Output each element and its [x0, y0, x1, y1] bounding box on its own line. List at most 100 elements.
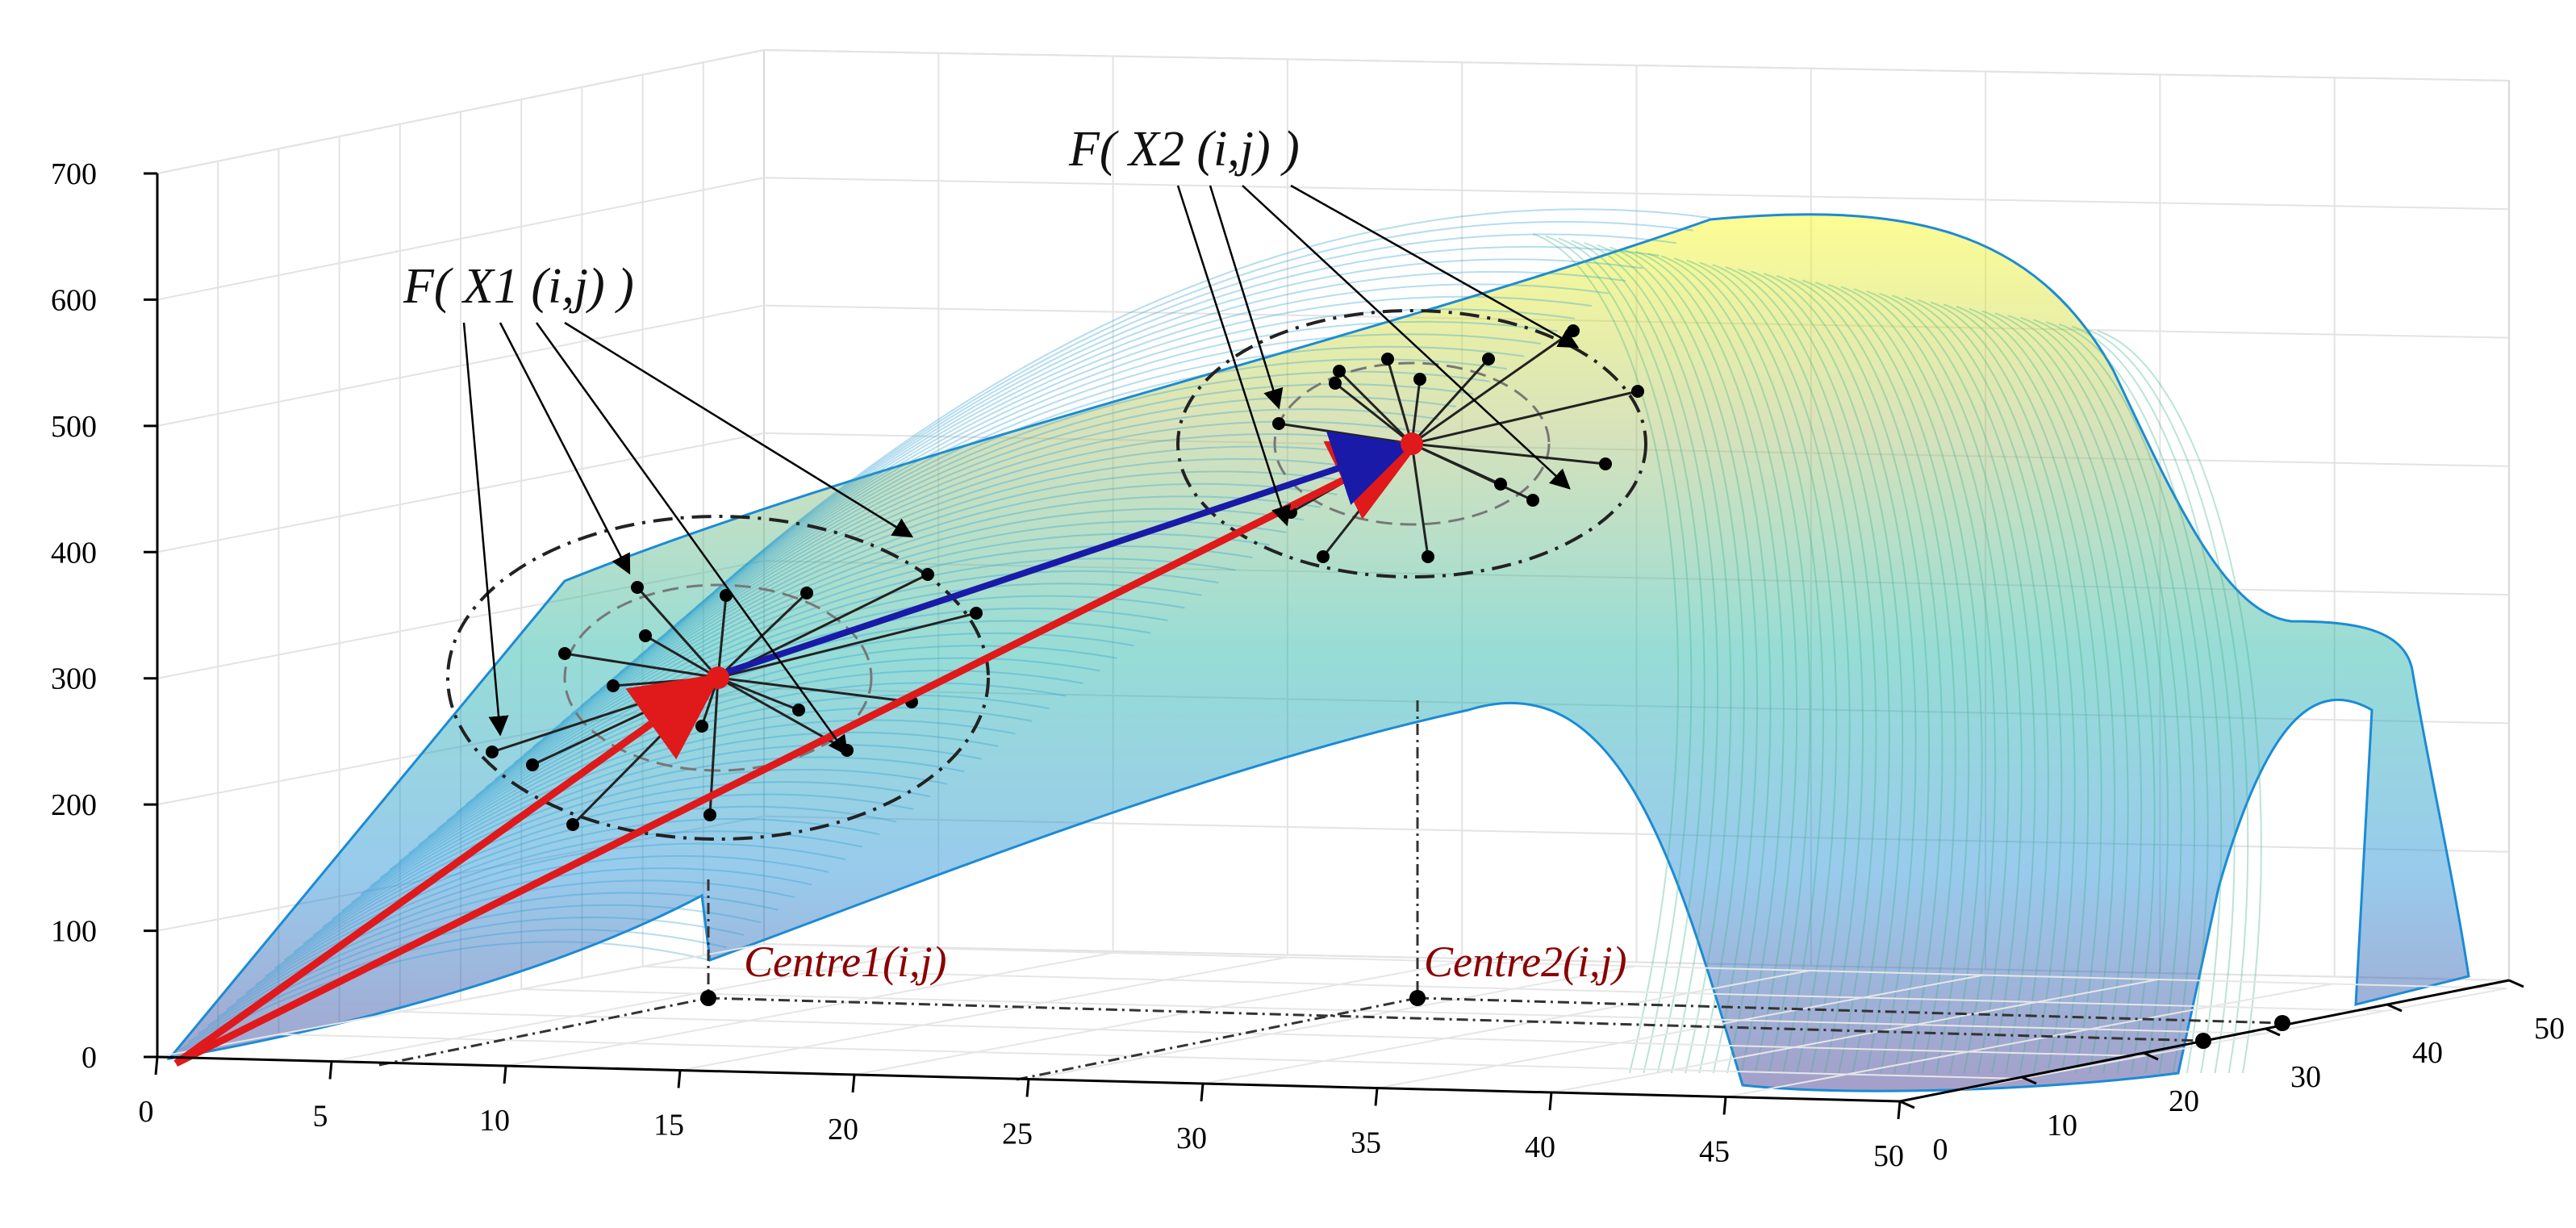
- label-fx2: F( X2 (i,j) ): [1068, 122, 1300, 177]
- sample-point: [1567, 324, 1580, 337]
- spoke-line: [717, 676, 912, 704]
- label-fx1: F( X1 (i,j) ): [403, 259, 634, 314]
- surface-main: [166, 213, 2470, 1092]
- y-tick-label: 10: [2047, 1109, 2077, 1142]
- y-tick-mark: [2508, 979, 2524, 988]
- y-tick-mark: [2021, 1076, 2037, 1085]
- sample-point: [1482, 353, 1495, 365]
- sample-point: [1333, 365, 1346, 378]
- z-tick-label: 0: [81, 1041, 97, 1075]
- x-tick-mark: [503, 1065, 507, 1084]
- sample-point: [486, 746, 499, 758]
- sample-point: [566, 818, 579, 831]
- vector-origin-centre2: [173, 441, 1422, 1067]
- sample-point: [792, 704, 805, 716]
- x-axis-ticks: 0 5 10 15 20 25 30 35 40 45 50: [139, 1056, 1904, 1173]
- x-tick-mark: [1548, 1092, 1553, 1111]
- y-tick-label: 20: [2169, 1084, 2199, 1118]
- spoke-line: [1411, 442, 1501, 486]
- y-tick-label: 30: [2290, 1060, 2321, 1094]
- centre2-marker: [1401, 432, 1423, 455]
- sample-point: [558, 647, 571, 660]
- sample-point: [639, 629, 652, 642]
- sample-point: [526, 758, 539, 771]
- spoke-line: [717, 676, 800, 712]
- x-tick-mark: [1025, 1079, 1030, 1097]
- x-tick-label: 15: [653, 1109, 684, 1142]
- drop-lines: [700, 700, 2290, 1049]
- z-tick-label: 200: [51, 788, 97, 822]
- surface: [166, 208, 2470, 1092]
- label-centre2: Centre2(i,j): [1424, 938, 1626, 986]
- sample-point: [1422, 550, 1434, 563]
- sample-point: [703, 808, 716, 821]
- sample-point: [970, 607, 983, 620]
- x-tick-label: 40: [1525, 1130, 1555, 1164]
- y-tick-label: 40: [2412, 1036, 2443, 1070]
- vectors: [173, 431, 1423, 1067]
- z-tick-label: 400: [51, 536, 97, 570]
- sample-point: [841, 744, 854, 757]
- spoke-line: [1386, 358, 1413, 445]
- z-tick-label: 100: [51, 915, 97, 949]
- sample-point: [631, 581, 644, 594]
- x-tick-label: 50: [1873, 1139, 1904, 1173]
- y-axis-ticks: 0 10 20 30 40 50: [1899, 979, 2565, 1167]
- x-tick-label: 5: [313, 1100, 328, 1134]
- x-tick-label: 30: [1176, 1121, 1207, 1155]
- y-tick-mark: [1899, 1100, 1915, 1109]
- leader-line: [462, 322, 509, 737]
- x-tick-label: 10: [479, 1104, 510, 1138]
- spoke-line: [717, 612, 977, 679]
- sample-point: [1413, 373, 1426, 386]
- sample-point: [1526, 494, 1539, 507]
- x-tick-label: 20: [828, 1113, 858, 1147]
- x-tick-label: 45: [1699, 1135, 1730, 1169]
- sample-point: [1317, 550, 1330, 563]
- sample-point: [1599, 457, 1612, 470]
- sample-point: [607, 679, 620, 692]
- surface-mesh: [169, 208, 2262, 1074]
- vector-origin-centre1: [173, 673, 722, 1067]
- spoke-line: [1411, 390, 1639, 445]
- spoke-line: [1410, 357, 1490, 445]
- sample-point: [1329, 377, 1342, 390]
- y-tick-label: 0: [1933, 1133, 1948, 1167]
- leader-line: [1209, 185, 1284, 410]
- sample-point: [800, 587, 813, 599]
- z-axis-ticks: 0 100 200 300 400 500 600 700: [51, 157, 157, 1075]
- sample-point: [1381, 353, 1394, 365]
- x-tick-mark: [1200, 1083, 1204, 1102]
- sample-point: [1494, 478, 1507, 491]
- spoke-line: [1411, 329, 1574, 445]
- centre1-marker: [707, 666, 729, 689]
- x-tick-mark: [328, 1061, 333, 1080]
- leader-line: [499, 322, 631, 575]
- x-tick-mark: [851, 1074, 856, 1093]
- z-tick-label: 600: [51, 283, 97, 317]
- x-tick-label: 0: [139, 1095, 154, 1129]
- leader-line: [1242, 185, 1571, 490]
- x-tick-mark: [677, 1070, 682, 1088]
- y-tick-mark: [2265, 1027, 2281, 1037]
- leader-line: [1176, 185, 1292, 527]
- spoke-line: [636, 587, 720, 679]
- leader-line: [1290, 184, 1580, 349]
- y-tick-mark: [2143, 1051, 2159, 1061]
- x-tick-mark: [1374, 1088, 1379, 1106]
- spoke-line: [716, 595, 728, 679]
- x-tick-mark: [1897, 1101, 1902, 1120]
- annotation-leaders: [462, 184, 1580, 757]
- y-tick-label: 50: [2534, 1012, 2565, 1046]
- x-tick-mark: [154, 1056, 159, 1076]
- sample-point: [1272, 417, 1285, 430]
- x-tick-label: 35: [1351, 1126, 1381, 1160]
- vector-centre1-centre2: [720, 431, 1413, 677]
- z-tick-label: 300: [51, 662, 97, 696]
- z-tick-label: 700: [51, 157, 97, 191]
- label-centre1: Centre1(i,j): [744, 938, 946, 986]
- sample-point: [921, 568, 934, 581]
- z-tick-label: 500: [51, 410, 97, 444]
